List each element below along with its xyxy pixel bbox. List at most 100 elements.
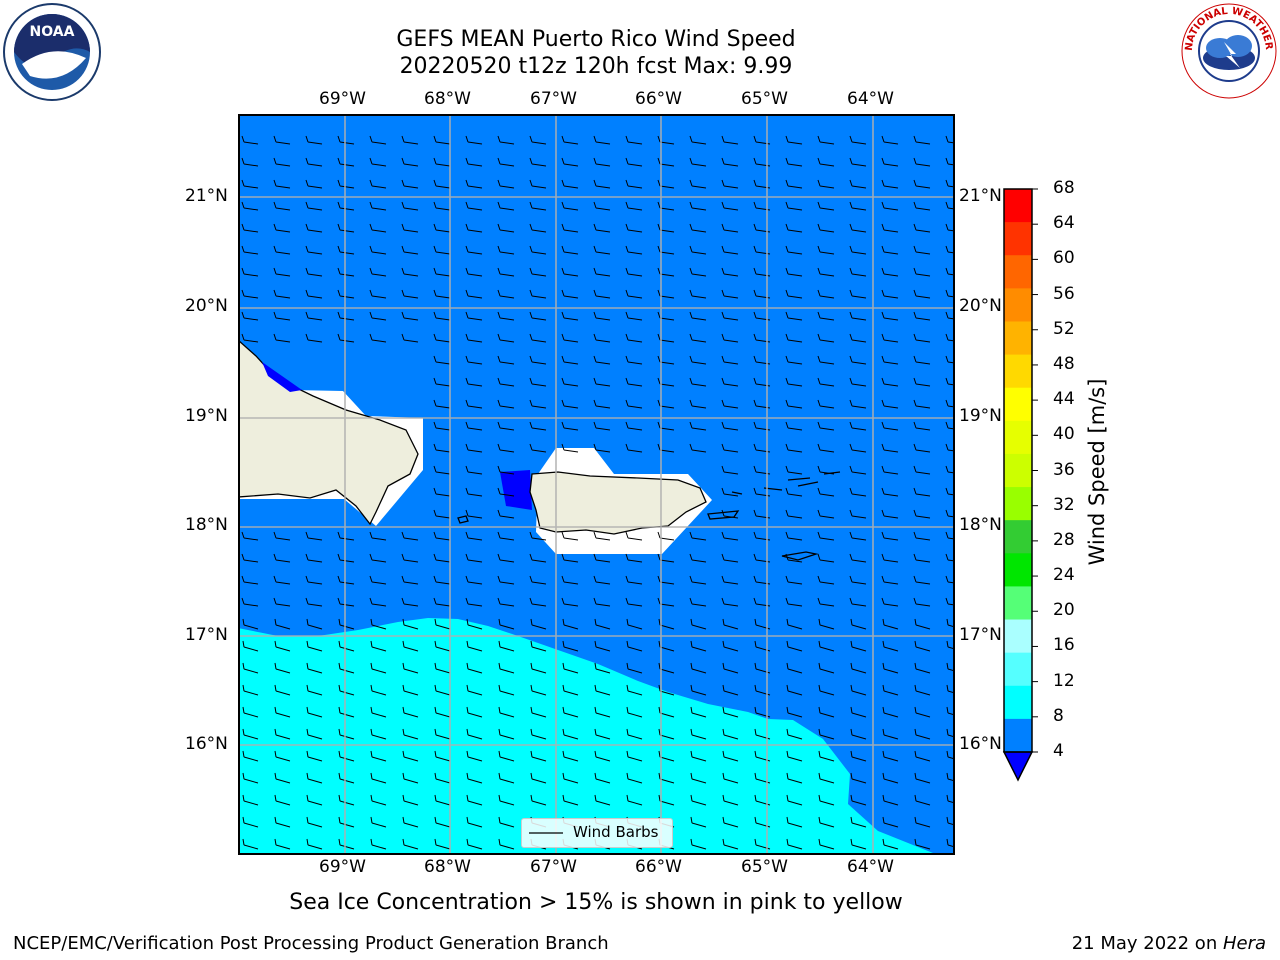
lon-label-bottom: 67°W: [530, 857, 577, 877]
colorbar-extend-arrow: [1002, 751, 1034, 782]
wind-barb: [914, 794, 931, 806]
wind-barb: [658, 684, 675, 696]
wind-barb: [785, 135, 803, 145]
wind-barb: [722, 662, 739, 674]
calm-region: [239, 618, 936, 854]
wind-barb: [881, 399, 899, 409]
wind-barb: [721, 399, 739, 409]
wind-barb: [785, 421, 803, 431]
wind-barb: [913, 267, 931, 277]
wind-barb: [497, 575, 515, 585]
wind-barb: [306, 684, 323, 696]
wind-barb: [914, 750, 931, 762]
wind-barb: [530, 618, 547, 630]
wind-barb: [370, 618, 387, 630]
wind-barb: [497, 487, 515, 497]
wind-barb: [529, 399, 547, 409]
wind-barb: [562, 618, 579, 630]
wind-barb: [465, 465, 483, 475]
wind-barb: [881, 289, 899, 299]
wind-barb: [945, 465, 954, 474]
wind-barb: [689, 443, 707, 453]
wind-barb: [913, 443, 931, 453]
wind-barb: [561, 575, 579, 585]
wind-barb: [593, 443, 611, 453]
wind-barb: [818, 618, 835, 630]
wind-barb: [817, 421, 835, 431]
wind-barb: [818, 794, 835, 806]
wind-barb: [337, 553, 355, 563]
wind-barb: [274, 772, 291, 784]
wind-barb: [241, 333, 259, 343]
wind-barb: [945, 179, 954, 188]
legend-line-icon: [529, 832, 563, 834]
wind-barb: [561, 179, 579, 189]
wind-barb: [945, 355, 954, 364]
wind-barb: [530, 706, 547, 718]
wind-barb: [337, 289, 355, 299]
wind-barb: [401, 289, 419, 299]
wind-barb: [465, 509, 483, 519]
wind-barb: [817, 289, 835, 299]
wind-barb: [722, 838, 739, 850]
wind-barb: [497, 465, 515, 475]
wind-barb: [561, 201, 579, 211]
wind-barb: [818, 838, 835, 850]
colorbar-tick-label: 12: [1053, 670, 1075, 691]
wind-barb: [593, 575, 611, 585]
wind-barb: [625, 333, 643, 343]
wind-barb: [497, 531, 515, 541]
wind-barb: [274, 706, 291, 718]
wind-barb: [817, 377, 835, 387]
wind-barb: [850, 772, 867, 784]
wind-barb: [433, 399, 451, 409]
wind-barb: [914, 816, 931, 828]
wind-barb: [626, 750, 643, 762]
wind-barb: [498, 706, 515, 718]
wind-barb: [274, 640, 291, 652]
wind-barb: [946, 794, 954, 804]
wind-barb: [529, 575, 547, 585]
wind-barb: [434, 706, 451, 718]
wind-barb: [433, 267, 451, 277]
wind-barb: [850, 662, 867, 674]
wind-barb: [530, 640, 547, 652]
wind-barb: [338, 772, 355, 784]
wind-barb: [433, 553, 451, 563]
wind-barb: [593, 421, 611, 431]
wind-barb: [849, 223, 867, 233]
wind-barb: [945, 245, 954, 254]
wind-barb: [465, 333, 483, 343]
wind-barb: [626, 706, 643, 718]
wind-barb: [849, 267, 867, 277]
wind-barb: [817, 531, 835, 541]
colorbar-segment: [1004, 487, 1032, 521]
wind-barb: [434, 838, 451, 850]
wind-barb: [626, 794, 643, 806]
wind-barb: [785, 509, 803, 519]
wind-barb: [305, 223, 323, 233]
lon-label-top: 66°W: [635, 89, 682, 109]
wind-barb: [369, 157, 387, 167]
wind-barb: [945, 201, 954, 210]
wind-barb: [593, 179, 611, 189]
wind-barb: [466, 684, 483, 696]
wind-barb: [881, 575, 899, 585]
wind-barb: [913, 311, 931, 321]
wind-barb: [690, 772, 707, 784]
wind-barb: [466, 750, 483, 762]
footer-date-text: 21 May 2022 on: [1071, 933, 1223, 954]
wind-barb: [465, 487, 483, 497]
wind-barb: [625, 311, 643, 321]
wind-barb: [561, 135, 579, 145]
wind-barb: [497, 333, 515, 343]
lat-label-left: 19°N: [185, 406, 228, 426]
wind-barb: [721, 157, 739, 167]
wind-barb: [465, 443, 483, 453]
wind-barb: [817, 597, 835, 607]
wind-barb: [306, 816, 323, 828]
colorbar-tick-label: 28: [1053, 529, 1075, 550]
wind-barb: [690, 640, 707, 652]
wind-barb: [561, 157, 579, 167]
wind-barb: [945, 267, 954, 276]
